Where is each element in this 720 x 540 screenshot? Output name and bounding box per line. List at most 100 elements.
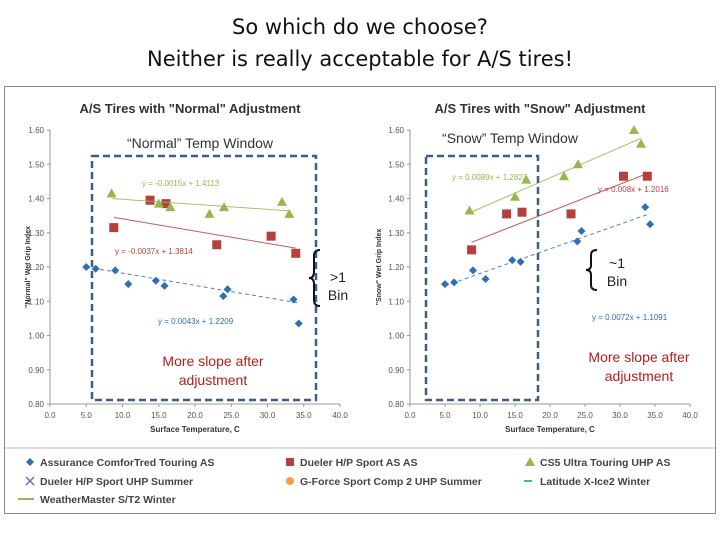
data-point-diamond bbox=[91, 264, 100, 273]
legend-item: Dueler H/P Sport UHP Summer bbox=[25, 476, 193, 488]
y-tick-label: 1.10 bbox=[388, 297, 404, 306]
trendline bbox=[86, 266, 299, 304]
y-tick-label: 0.80 bbox=[28, 400, 44, 409]
data-point-triangle bbox=[629, 125, 639, 134]
data-point-diamond bbox=[151, 276, 160, 285]
data-point-triangle bbox=[573, 159, 583, 169]
legend-label: Latitude X-Ice2 Winter bbox=[540, 476, 650, 488]
y-tick-label: 0.90 bbox=[388, 366, 404, 375]
y-axis-label: "Snow" Wet Grip Index bbox=[376, 229, 383, 306]
data-point-triangle bbox=[165, 202, 176, 212]
data-point-diamond bbox=[516, 257, 525, 266]
data-point-square bbox=[212, 240, 222, 250]
x-tick-label: 25.0 bbox=[577, 411, 593, 420]
data-point-square bbox=[266, 231, 276, 241]
y-tick-label: 1.20 bbox=[28, 263, 44, 272]
slide-title-line-2: Neither is really acceptable for A/S tir… bbox=[146, 47, 573, 71]
legend-item: Assurance ComforTred Touring AS bbox=[26, 457, 214, 469]
legend-label: CS5 Ultra Touring UHP AS bbox=[540, 457, 671, 469]
data-point-triangle bbox=[510, 191, 520, 201]
data-point-diamond bbox=[441, 280, 449, 289]
data-point-diamond bbox=[124, 280, 133, 289]
data-point-square bbox=[517, 207, 527, 217]
x-tick-label: 30.0 bbox=[612, 411, 628, 420]
x-tick-label: 40.0 bbox=[332, 411, 348, 420]
data-point-diamond bbox=[646, 220, 655, 229]
data-point-diamond bbox=[294, 319, 303, 328]
data-point-diamond bbox=[219, 292, 228, 301]
y-tick-label: 1.00 bbox=[28, 332, 44, 341]
slope-note-left-line-2: adjustment bbox=[178, 372, 248, 388]
series-diamond: y = 0.0072x + 1.1091 bbox=[441, 203, 668, 322]
x-tick-label: 35.0 bbox=[647, 411, 663, 420]
legend-item: Dueler H/P Sport AS AS bbox=[286, 457, 417, 469]
trendline bbox=[113, 216, 296, 249]
legend-item: G-Force Sport Comp 2 UHP Summer bbox=[286, 476, 482, 488]
legend-item: CS5 Ultra Touring UHP AS bbox=[525, 457, 671, 469]
trendline bbox=[469, 137, 642, 214]
data-point-diamond bbox=[82, 263, 91, 271]
data-point-triangle bbox=[204, 208, 215, 218]
y-tick-label: 1.50 bbox=[388, 160, 404, 169]
legend-label: Dueler H/P Sport UHP Summer bbox=[40, 476, 193, 488]
data-point-diamond bbox=[450, 278, 459, 287]
y-tick-label: 1.30 bbox=[388, 229, 404, 238]
x-axis-label: Surface Temperature, C bbox=[150, 425, 240, 434]
bin-bracket-right bbox=[585, 249, 598, 291]
snow-temp-window-box bbox=[424, 154, 540, 402]
data-point-diamond bbox=[223, 285, 232, 294]
data-point-triangle bbox=[277, 196, 287, 206]
data-point-diamond bbox=[481, 274, 490, 283]
x-axis-label: Surface Temperature, C bbox=[505, 425, 595, 434]
x-tick-label: 20.0 bbox=[187, 411, 203, 420]
x-tick-label: 30.0 bbox=[260, 411, 276, 420]
data-point-triangle bbox=[219, 202, 229, 212]
data-point-triangle bbox=[521, 174, 532, 184]
slope-note-right: More slope after adjustment bbox=[544, 348, 720, 386]
bin-bracket-left bbox=[308, 249, 321, 307]
series-triangle: y = -0.0015x + 1.4113 bbox=[106, 179, 295, 218]
data-point-square bbox=[145, 195, 155, 205]
chart-panel-2: A/S Tires with "Snow" Adjustment 0.80 0.90… bbox=[376, 101, 698, 434]
chart-legend: Assurance ComforTred Touring AS Dueler H/… bbox=[5, 447, 715, 506]
legend-square-marker bbox=[286, 458, 294, 466]
data-point-square bbox=[161, 199, 171, 209]
slide-title-line-1: So which do we choose? bbox=[232, 15, 488, 39]
trendline-equation-label: y = 0.0072x + 1.1091 bbox=[592, 313, 668, 322]
series-triangle: y = 0.0089x + 1.2823 bbox=[452, 125, 646, 215]
x-tick-label: 5.0 bbox=[439, 411, 451, 420]
data-point-square bbox=[642, 171, 652, 181]
legend-item: WeatherMaster S/T2 Winter bbox=[18, 494, 176, 506]
data-point-triangle bbox=[153, 198, 164, 208]
y-tick-label: 1.60 bbox=[388, 126, 404, 135]
chart-title: A/S Tires with "Normal" Adjustment bbox=[79, 101, 301, 116]
y-tick-label: 0.90 bbox=[28, 366, 44, 375]
trendline-equation-label: y = 0.0043x + 1.2209 bbox=[158, 317, 234, 326]
slope-note-right-line-1: More slope after bbox=[588, 349, 690, 365]
bin-annotation-left-line-2: Bin bbox=[327, 287, 349, 303]
data-point-triangle bbox=[559, 171, 569, 181]
data-point-square bbox=[109, 223, 119, 233]
y-tick-label: 1.00 bbox=[388, 332, 404, 341]
legend-label: Assurance ComforTred Touring AS bbox=[40, 457, 214, 469]
y-tick-label: 1.40 bbox=[28, 195, 44, 204]
data-point-triangle bbox=[106, 188, 117, 198]
normal-temp-window-box bbox=[90, 154, 318, 402]
y-tick-label: 0.80 bbox=[388, 400, 404, 409]
data-point-square bbox=[467, 245, 477, 255]
bin-annotation-left-line-1: >1 bbox=[330, 269, 346, 285]
x-tick-label: 35.0 bbox=[296, 411, 312, 420]
legend-label: G-Force Sport Comp 2 UHP Summer bbox=[300, 476, 482, 488]
legend-x-marker bbox=[25, 476, 35, 486]
legend-label: WeatherMaster S/T2 Winter bbox=[40, 494, 176, 506]
legend-triangle-marker bbox=[525, 457, 535, 466]
x-tick-label: 25.0 bbox=[223, 411, 239, 420]
trendline-equation-label: y = -0.0037x + 1.3814 bbox=[115, 247, 193, 256]
bin-annotation-right: ~1 Bin bbox=[597, 254, 637, 290]
x-tick-label: 15.0 bbox=[507, 411, 523, 420]
trendline bbox=[471, 173, 648, 243]
data-point-diamond bbox=[508, 256, 517, 265]
y-axis-label: "Normal" Wet Grip Index bbox=[25, 226, 32, 308]
data-point-triangle bbox=[284, 208, 295, 218]
trendline-equation-label: y = -0.0015x + 1.4113 bbox=[142, 179, 220, 188]
